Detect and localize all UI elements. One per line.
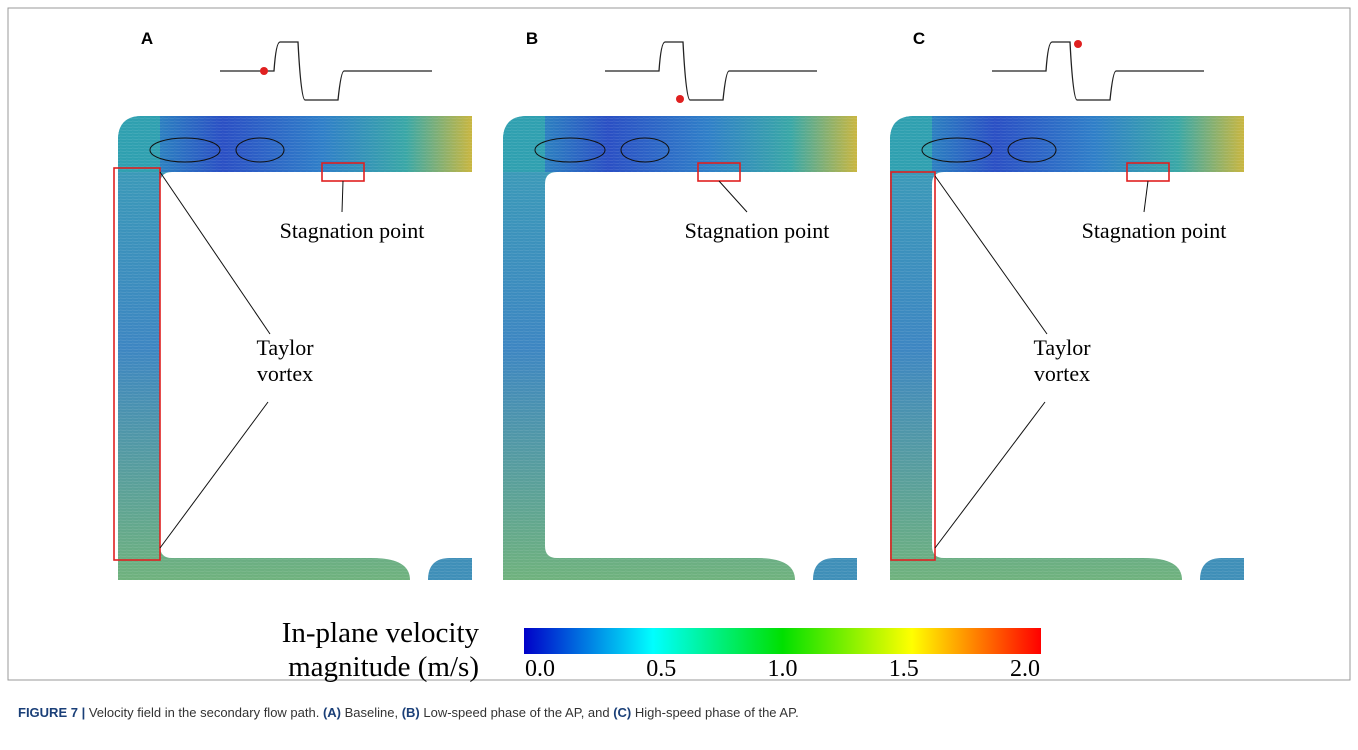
vortex-loop [620, 137, 670, 163]
taylor-box [113, 167, 161, 561]
taylor-label: Taylor [256, 335, 314, 360]
caption-segment: Low-speed phase of the AP, and [420, 705, 613, 720]
panel-label: B [526, 29, 538, 48]
leader-line [934, 401, 1046, 549]
leader-line [718, 180, 748, 213]
vortex-loop [149, 137, 221, 163]
colorbar-tick-label: 1.5 [889, 656, 919, 682]
colorbar-tick-label: 0.0 [525, 656, 555, 682]
streaks [118, 116, 472, 580]
stagnation-label: Stagnation point [1082, 218, 1227, 243]
caption: FIGURE 7 | Velocity field in the seconda… [18, 705, 799, 720]
colorbar: In-plane velocity magnitude (m/s) 0.0 0.5… [282, 617, 1041, 683]
leader-line [1143, 180, 1149, 213]
caption-segment: Baseline, [341, 705, 402, 720]
stagnation-label: Stagnation point [280, 218, 425, 243]
leader-line [341, 180, 344, 213]
stagnation-label: Stagnation point [685, 218, 830, 243]
colorbar-tick-label: 2.0 [1010, 656, 1040, 682]
panel-label: A [141, 29, 153, 48]
colorbar-title: magnitude (m/s) [288, 651, 479, 683]
colorbar-gradient [524, 628, 1041, 654]
figure-frame [7, 7, 1351, 681]
taylor-box [890, 171, 936, 561]
waveform [220, 41, 432, 101]
taylor-label: Taylor [1033, 335, 1091, 360]
vortex-loop [534, 137, 606, 163]
phase-dot [1074, 40, 1082, 48]
vortex-loop [235, 137, 285, 163]
waveform [992, 41, 1204, 101]
streaks [428, 558, 472, 580]
panel-label: C [913, 29, 925, 48]
caption-segment: (A) [323, 705, 341, 720]
waveform [605, 41, 817, 101]
vortex-loop [921, 137, 993, 163]
caption-segment: (B) [402, 705, 420, 720]
phase-dot [260, 67, 268, 75]
flow-domain [503, 116, 857, 580]
colorbar-tick-label: 0.5 [646, 656, 676, 682]
streaks [503, 116, 857, 580]
streaks [890, 116, 1244, 580]
panel: B Stagnation point [503, 29, 857, 580]
leader-line [934, 175, 1048, 335]
caption-segment: High-speed phase of the AP. [631, 705, 798, 720]
vortex-loop [1007, 137, 1057, 163]
leader-line [159, 401, 269, 549]
taylor-label: vortex [1034, 361, 1090, 386]
streaks [1200, 558, 1244, 580]
leader-line [159, 171, 271, 335]
taylor-label: vortex [257, 361, 313, 386]
phase-dot [676, 95, 684, 103]
caption-segment: Velocity field in the secondary flow pat… [85, 705, 323, 720]
caption-segment: (C) [613, 705, 631, 720]
colorbar-tick-label: 1.0 [768, 656, 798, 682]
streaks [813, 558, 857, 580]
colorbar-title: In-plane velocity [282, 617, 480, 649]
caption-segment: FIGURE 7 | [18, 705, 85, 720]
